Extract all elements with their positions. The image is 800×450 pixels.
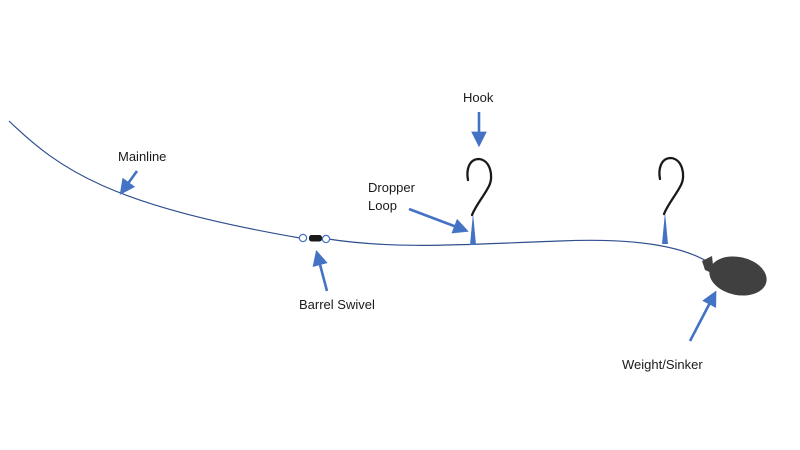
dropper-loop-label-line1: Dropper: [368, 180, 415, 195]
mainline: [8, 120, 301, 239]
sinker-body: [709, 256, 767, 296]
barrel-swivel-label: Barrel Swivel: [299, 297, 375, 312]
barrel-swivel: [298, 233, 331, 244]
swivel-barrel: [309, 235, 322, 242]
sinker-icon: [702, 256, 767, 296]
weight-sinker-label: Weight/Sinker: [622, 357, 703, 372]
dropper-loop-label: Dropper Loop: [368, 179, 415, 215]
hook-label: Hook: [463, 90, 494, 105]
hook-2-icon: [658, 156, 685, 216]
mainline-label: Mainline: [118, 149, 167, 164]
weight-sinker-arrow: [688, 290, 717, 342]
leader-line: [327, 238, 709, 263]
dropper-loop-arrow: [408, 207, 469, 234]
dropper-loop-2: [662, 212, 668, 244]
mainline-arrow: [119, 170, 139, 195]
barrel-swivel-arrow: [312, 249, 329, 292]
dropper-loop-1: [470, 213, 476, 245]
swivel-ring-right: [321, 234, 331, 244]
hook-1-icon: [466, 157, 493, 217]
dropper-loop-label-line2: Loop: [368, 198, 397, 213]
swivel-ring-left: [298, 233, 308, 243]
